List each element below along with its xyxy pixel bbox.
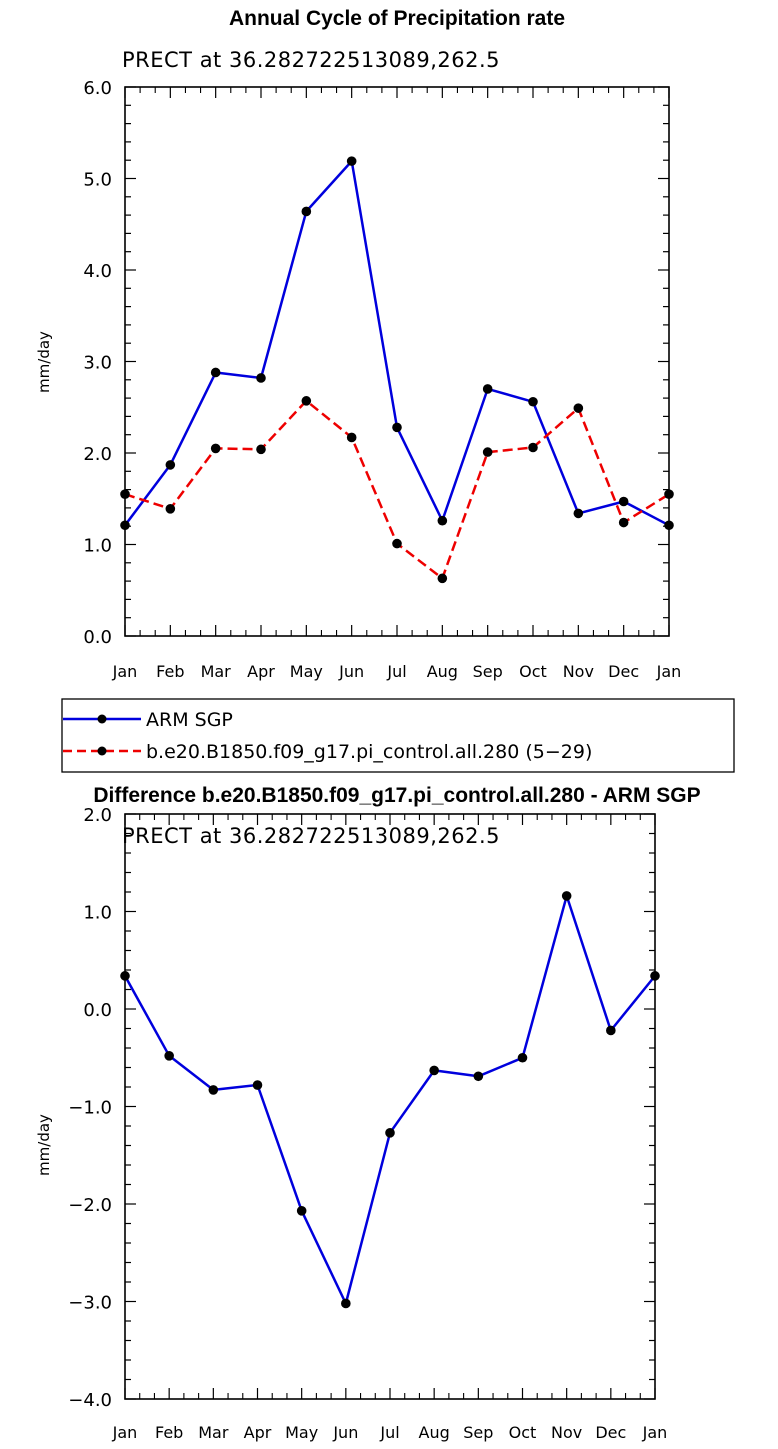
data-point bbox=[296, 1206, 307, 1216]
y-tick-label: 1.0 bbox=[83, 536, 112, 557]
top-plot-area: 0.0 1.0 2.0 3.0 4.0 5.0 6.0 Jan Feb Mar Apr May Jun J… bbox=[83, 78, 681, 681]
bottom-plot-area: −4.0 −3.0 −2.0 −1.0 0.0 1.0 2.0 Jan Feb Mar Apr May… bbox=[68, 805, 667, 1442]
data-point bbox=[346, 156, 357, 166]
data-point bbox=[429, 1065, 439, 1076]
y-tick-label: 3.0 bbox=[83, 353, 112, 374]
legend-label-model: b.e20.B1850.f09_g17.pi_control.all.280 (… bbox=[146, 741, 592, 763]
x-tick-label: Feb bbox=[156, 662, 184, 681]
data-point bbox=[385, 1128, 395, 1138]
data-point bbox=[437, 515, 448, 526]
x-tick-label: Jul bbox=[386, 662, 406, 681]
top-y-axis-label: mm/day bbox=[35, 331, 53, 393]
x-tick-label: Nov bbox=[563, 662, 594, 681]
x-tick-label: Feb bbox=[155, 1423, 183, 1442]
x-tick-label: Sep bbox=[463, 1423, 493, 1442]
top-chart-subtitle: PRECT at 36.282722513089,262.5 bbox=[122, 48, 500, 72]
data-point bbox=[165, 460, 176, 470]
y-tick-label: 0.0 bbox=[83, 627, 112, 648]
data-point bbox=[120, 520, 130, 531]
x-tick-label: Apr bbox=[247, 662, 275, 681]
data-point bbox=[618, 496, 629, 507]
data-point bbox=[573, 508, 584, 519]
x-tick-label: May bbox=[290, 662, 323, 681]
y-tick-label: −3.0 bbox=[68, 1293, 112, 1314]
data-point bbox=[392, 538, 402, 549]
legend-box bbox=[61, 698, 735, 773]
x-tick-label: Mar bbox=[198, 1423, 229, 1442]
data-point bbox=[664, 489, 674, 499]
data-point bbox=[528, 442, 538, 453]
legend-marker-model bbox=[97, 746, 107, 756]
y-tick-label: 4.0 bbox=[83, 261, 112, 282]
series-line-0 bbox=[124, 159, 670, 527]
y-tick-label: −2.0 bbox=[68, 1195, 112, 1216]
y-tick-label: 2.0 bbox=[83, 444, 112, 465]
x-tick-label: Jun bbox=[332, 1423, 358, 1442]
x-tick-label: Oct bbox=[509, 1423, 537, 1442]
x-tick-label: Nov bbox=[551, 1423, 582, 1442]
top-chart-title: Annual Cycle of Precipitation rate bbox=[229, 7, 565, 30]
x-tick-label: Oct bbox=[519, 662, 547, 681]
x-tick-label: Dec bbox=[608, 662, 639, 681]
plot-frame bbox=[124, 813, 656, 1400]
data-point bbox=[482, 384, 493, 394]
data-point bbox=[392, 422, 402, 433]
bottom-chart-title: Difference b.e20.B1850.f09_g17.pi_contro… bbox=[93, 784, 700, 807]
legend-marker-arm-sgp bbox=[97, 714, 107, 724]
data-point bbox=[473, 1071, 484, 1082]
data-point bbox=[301, 396, 312, 406]
x-tick-label: Jan bbox=[642, 1423, 668, 1442]
data-point bbox=[528, 396, 538, 407]
x-tick-label: Jul bbox=[379, 1423, 399, 1442]
data-point bbox=[341, 1298, 351, 1309]
x-tick-label: Aug bbox=[427, 662, 458, 681]
series-line-0 bbox=[123, 894, 656, 1305]
y-tick-label: 6.0 bbox=[83, 78, 112, 99]
y-tick-label: 2.0 bbox=[83, 805, 112, 826]
data-point bbox=[561, 891, 572, 901]
data-point bbox=[208, 1085, 219, 1095]
x-tick-label: Dec bbox=[595, 1423, 626, 1442]
data-point bbox=[664, 520, 674, 531]
data-point bbox=[256, 373, 266, 383]
data-point bbox=[164, 1051, 174, 1061]
y-tick-label: 5.0 bbox=[83, 170, 112, 191]
bottom-chart-subtitle: PRECT at 36.282722513089,262.5 bbox=[122, 824, 500, 848]
data-point bbox=[618, 517, 629, 528]
x-tick-label: Mar bbox=[201, 662, 232, 681]
bottom-y-axis-label: mm/day bbox=[35, 1114, 53, 1176]
x-tick-label: Aug bbox=[419, 1423, 450, 1442]
data-point bbox=[346, 432, 357, 443]
x-tick-label: Sep bbox=[473, 662, 503, 681]
data-point bbox=[252, 1080, 263, 1090]
data-point bbox=[517, 1052, 528, 1063]
data-point bbox=[256, 444, 266, 455]
data-point bbox=[120, 971, 130, 981]
data-point bbox=[165, 504, 176, 514]
legend-label-arm-sgp: ARM SGP bbox=[146, 709, 233, 731]
x-tick-label: Apr bbox=[244, 1423, 272, 1442]
x-tick-label: Jan bbox=[112, 1423, 138, 1442]
data-point bbox=[437, 573, 448, 584]
x-tick-label: May bbox=[285, 1423, 318, 1442]
data-point bbox=[650, 971, 660, 981]
data-point bbox=[606, 1025, 616, 1036]
legend: ARM SGP b.e20.B1850.f09_g17.pi_control.a… bbox=[61, 698, 735, 773]
x-tick-label: Jan bbox=[112, 662, 138, 681]
data-point bbox=[210, 443, 221, 454]
x-tick-label: Jan bbox=[656, 662, 682, 681]
x-tick-label: Jun bbox=[338, 662, 364, 681]
data-point bbox=[301, 206, 312, 217]
data-point bbox=[573, 403, 584, 413]
data-point bbox=[210, 367, 221, 378]
plot-frame bbox=[124, 86, 670, 637]
y-tick-label: 0.0 bbox=[83, 1000, 112, 1021]
data-point bbox=[120, 489, 130, 499]
y-tick-label: 1.0 bbox=[83, 903, 112, 924]
y-tick-label: −1.0 bbox=[68, 1098, 112, 1119]
y-tick-label: −4.0 bbox=[68, 1390, 112, 1411]
data-point bbox=[482, 447, 493, 457]
